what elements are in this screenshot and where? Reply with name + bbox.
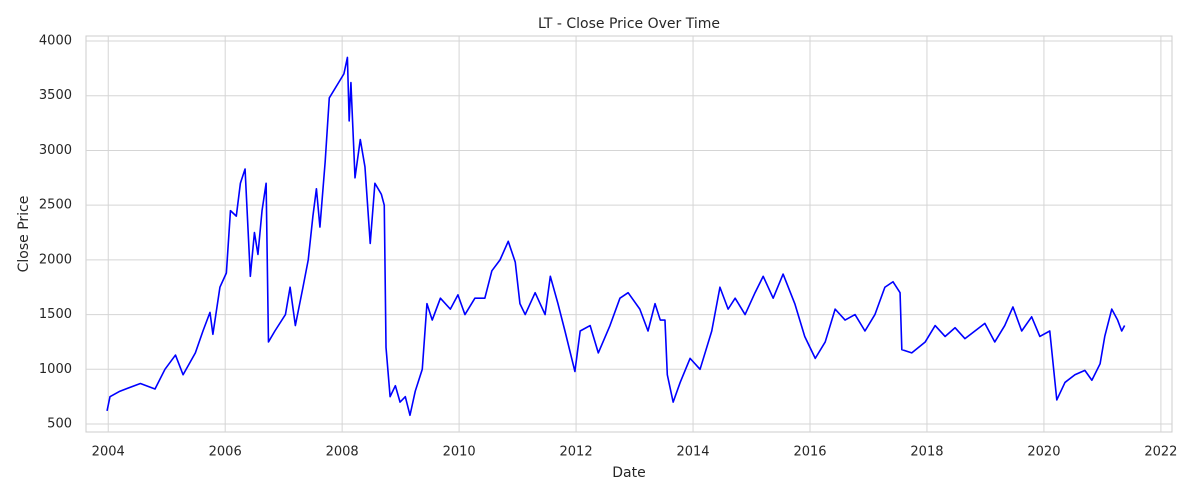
- y-tick-label: 4000: [39, 34, 72, 49]
- y-tick-label: 2000: [39, 252, 72, 267]
- y-tick-label: 3500: [39, 88, 72, 103]
- x-tick-label: 2016: [793, 445, 826, 460]
- x-tick-label: 2004: [92, 445, 125, 460]
- x-axis-label: Date: [612, 465, 645, 481]
- y-tick-label: 500: [47, 417, 72, 432]
- y-axis-label: Close Price: [16, 196, 32, 273]
- x-tick-label: 2012: [560, 445, 593, 460]
- x-tick-label: 2018: [910, 445, 943, 460]
- chart-title: LT - Close Price Over Time: [538, 16, 720, 32]
- y-tick-label: 1500: [39, 307, 72, 322]
- x-tick-label: 2006: [209, 445, 242, 460]
- x-tick-label: 2014: [676, 445, 709, 460]
- y-tick-label: 3000: [39, 143, 72, 158]
- x-tick-label: 2022: [1144, 445, 1177, 460]
- y-tick-label: 2500: [39, 198, 72, 213]
- y-tick-label: 1000: [39, 362, 72, 377]
- price-line: [106, 56, 1126, 417]
- x-tick-label: 2010: [443, 445, 476, 460]
- x-tick-label: 2020: [1027, 445, 1060, 460]
- x-tick-label: 2008: [326, 445, 359, 460]
